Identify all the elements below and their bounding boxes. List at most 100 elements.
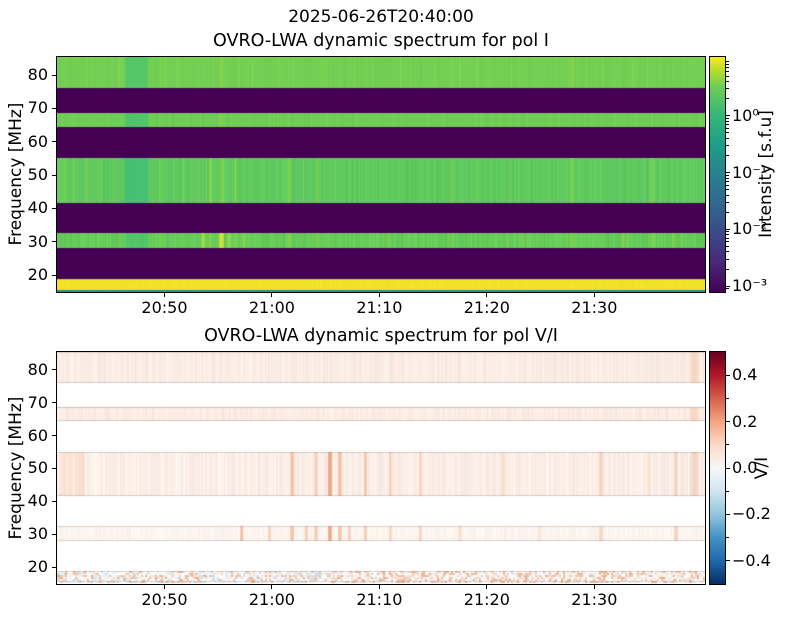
colorbar-tick-label: 0.2 — [732, 411, 758, 431]
axis-tick — [726, 374, 730, 376]
axis-tick — [726, 397, 729, 399]
x-tick-label: 21:30 — [571, 298, 618, 317]
x-tick-label: 20:50 — [141, 590, 188, 609]
axis-tick — [726, 88, 729, 90]
axis-tick — [726, 137, 729, 139]
axis-tick — [52, 500, 56, 502]
axis-tick — [486, 585, 488, 589]
axis-tick — [726, 560, 730, 562]
axis-tick — [726, 115, 730, 117]
axis-tick — [726, 258, 729, 260]
axis-tick — [726, 189, 729, 191]
axis-tick — [726, 63, 729, 65]
axis-tick — [52, 566, 56, 568]
colorbar-tick-label: 0.4 — [732, 365, 758, 385]
y-tick-label: 20 — [27, 557, 48, 577]
axis-tick — [726, 537, 729, 539]
axis-tick — [52, 467, 56, 469]
axis-tick — [726, 245, 729, 247]
x-tick-label: 21:00 — [248, 590, 295, 609]
axis-tick — [726, 288, 729, 290]
axis-tick — [52, 274, 56, 276]
y-tick-label: 50 — [27, 165, 48, 184]
axis-tick — [726, 194, 729, 196]
axis-tick — [726, 81, 729, 83]
axis-tick — [726, 201, 729, 203]
axis-tick — [726, 251, 729, 253]
axis-tick — [726, 67, 729, 69]
axis-tick — [726, 177, 729, 179]
axis-tick — [52, 402, 56, 404]
figure-suptitle: 2025-06-26T20:40:00 — [288, 7, 474, 27]
colorbar-tick-label: 10⁻¹ — [732, 162, 768, 182]
x-tick-label: 21:00 — [248, 298, 295, 317]
x-tick-label: 20:50 — [141, 298, 188, 317]
axis-tick — [726, 127, 729, 129]
axis-tick — [726, 241, 729, 243]
pol-vi-spectrogram-canvas — [57, 352, 705, 584]
axis-tick — [378, 293, 380, 297]
axis-tick — [726, 132, 729, 134]
colorbar-tick-label: 10⁻² — [732, 219, 768, 239]
x-tick-label: 21:20 — [463, 590, 510, 609]
x-tick-label: 21:20 — [463, 298, 510, 317]
axis-tick — [52, 241, 56, 243]
axis-tick — [271, 585, 273, 589]
y-tick-label: 50 — [27, 458, 48, 478]
pol-vi-plot-area — [56, 351, 706, 585]
y-tick-label: 60 — [27, 131, 48, 151]
axis-tick — [163, 293, 165, 297]
axis-tick — [726, 268, 729, 270]
axis-tick — [378, 585, 380, 589]
pol-i-title: OVRO-LWA dynamic spectrum for pol I — [213, 31, 549, 51]
axis-tick — [726, 144, 729, 146]
colorbar-tick-label: −0.2 — [732, 504, 771, 524]
y-tick-label: 80 — [27, 65, 48, 84]
axis-tick — [726, 421, 730, 423]
y-tick-label: 80 — [27, 359, 48, 379]
pol-vi-colorbar-canvas — [710, 352, 725, 584]
axis-tick — [593, 585, 595, 589]
axis-tick — [726, 234, 729, 236]
y-tick-label: 30 — [27, 231, 48, 251]
axis-tick — [726, 124, 729, 126]
axis-tick — [726, 513, 730, 515]
pol-i-plot-area — [56, 56, 706, 293]
y-tick-label: 70 — [27, 98, 48, 118]
pol-vi-colorbar — [709, 351, 726, 585]
axis-tick — [726, 285, 730, 287]
x-tick-label: 21:10 — [356, 298, 403, 317]
y-tick-label: 60 — [27, 425, 48, 445]
y-tick-label: 30 — [27, 524, 48, 544]
colorbar-tick-label: 0.0 — [732, 458, 758, 477]
axis-tick — [726, 174, 729, 176]
axis-tick — [726, 237, 729, 239]
x-tick-label: 21:10 — [356, 590, 403, 609]
axis-tick — [52, 533, 56, 535]
axis-tick — [486, 293, 488, 297]
axis-tick — [726, 71, 729, 73]
axis-tick — [593, 293, 595, 297]
axis-tick — [726, 154, 729, 156]
axis-tick — [52, 435, 56, 437]
colorbar-tick-label: 10⁻³ — [732, 276, 768, 296]
axis-tick — [726, 98, 729, 100]
axis-tick — [52, 369, 56, 371]
axis-tick — [52, 74, 56, 76]
axis-tick — [726, 120, 729, 122]
axis-tick — [726, 61, 729, 63]
axis-tick — [163, 585, 165, 589]
axis-tick — [726, 172, 730, 174]
axis-tick — [726, 75, 729, 77]
axis-tick — [52, 207, 56, 209]
axis-tick — [726, 180, 729, 182]
axis-tick — [726, 184, 729, 186]
axis-tick — [271, 293, 273, 297]
axis-tick — [52, 107, 56, 109]
pol-vi-title: OVRO-LWA dynamic spectrum for pol V/I — [204, 326, 558, 346]
axis-tick — [726, 231, 729, 233]
axis-tick — [726, 228, 730, 230]
axis-tick — [52, 174, 56, 176]
pol-i-spectrogram-canvas — [57, 57, 705, 292]
